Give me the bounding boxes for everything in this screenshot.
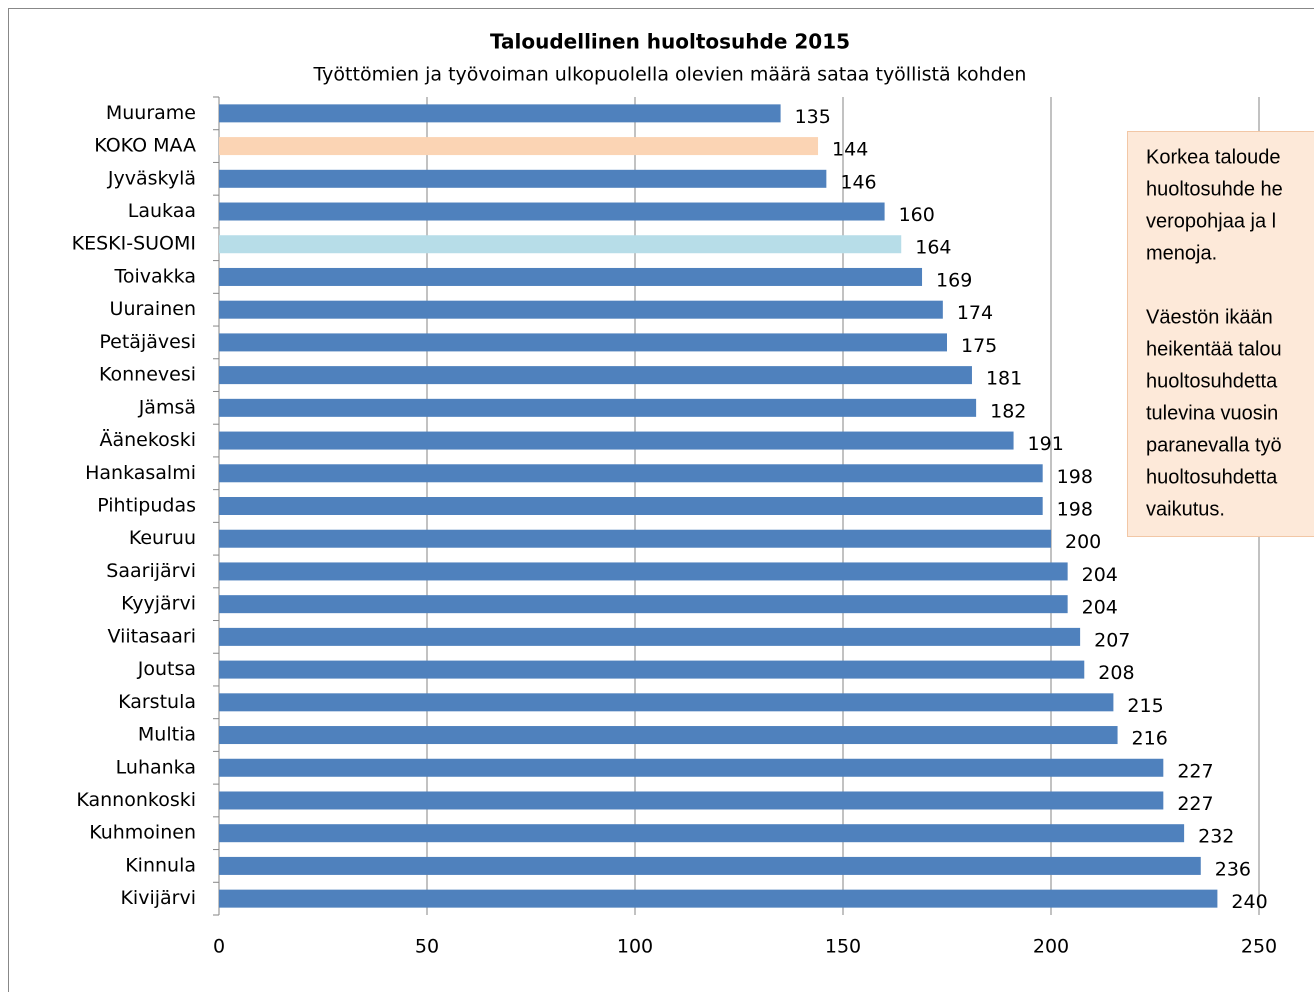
x-tick-label: 50 (415, 936, 439, 958)
bar (219, 268, 922, 286)
bar (219, 203, 885, 221)
value-label: 198 (1057, 499, 1093, 521)
x-tick-label: 250 (1241, 936, 1277, 958)
y-tick-label: Kannonkoski (76, 789, 196, 811)
bar (219, 464, 1043, 482)
bar (219, 824, 1184, 842)
annotation-line: vaikutus. (1146, 498, 1225, 520)
value-label: 174 (957, 302, 993, 324)
bar (219, 366, 972, 384)
bar (219, 693, 1113, 711)
annotation-line: tulevina vuosin (1146, 402, 1278, 424)
y-tick-label: KOKO MAA (94, 135, 196, 157)
annotation-line: heikentää talou (1146, 338, 1282, 360)
annotation-line: veropohjaa ja l (1146, 210, 1276, 232)
value-label: 191 (1028, 433, 1064, 455)
y-tick-label: Kyyjärvi (121, 593, 196, 615)
value-label: 181 (986, 368, 1022, 390)
bar (219, 301, 943, 319)
y-tick-label: Multia (138, 724, 196, 746)
value-label: 216 (1132, 728, 1168, 750)
value-label: 236 (1215, 858, 1251, 880)
bar (219, 890, 1217, 908)
value-label: 200 (1065, 531, 1101, 553)
x-tick-label: 0 (213, 936, 225, 958)
bar (219, 595, 1068, 613)
value-label: 169 (936, 269, 972, 291)
bar (219, 333, 947, 351)
y-tick-label: Jyväskylä (107, 167, 196, 189)
bar (219, 170, 826, 188)
value-label: 198 (1057, 466, 1093, 488)
value-label: 164 (915, 237, 951, 259)
y-tick-label: Viitasaari (107, 625, 196, 647)
y-tick-label: Kivijärvi (120, 887, 196, 909)
y-tick-label: Muurame (106, 102, 196, 124)
x-tick-label: 200 (1033, 936, 1069, 958)
bar (219, 137, 818, 155)
y-tick-label: Keuruu (129, 527, 196, 549)
x-tick-label: 100 (617, 936, 653, 958)
bar (219, 432, 1014, 450)
value-label: 204 (1082, 597, 1118, 619)
bar (219, 530, 1051, 548)
bar (219, 857, 1201, 875)
value-label: 240 (1231, 891, 1267, 913)
x-tick-label: 150 (825, 936, 861, 958)
y-tick-label: Jämsä (138, 396, 196, 418)
y-tick-label: Kuhmoinen (89, 822, 196, 844)
annotation-line: huoltosuhdetta (1146, 370, 1278, 392)
y-tick-label: Joutsa (137, 658, 196, 680)
y-tick-label: Pihtipudas (97, 495, 196, 517)
y-tick-label: Karstula (118, 691, 196, 713)
y-tick-label: KESKI-SUOMI (72, 233, 196, 255)
y-tick-label: Petäjävesi (99, 331, 196, 353)
bar (219, 562, 1068, 580)
bar (219, 791, 1163, 809)
bar (219, 399, 976, 417)
value-label: 144 (832, 139, 868, 161)
y-tick-label: Uurainen (110, 298, 196, 320)
y-tick-label: Laukaa (128, 200, 196, 222)
value-label: 227 (1177, 760, 1213, 782)
chart-subtitle: Työttömien ja työvoiman ulkopuolella ole… (313, 64, 1027, 86)
annotation-line: huoltosuhdetta (1146, 466, 1278, 488)
y-tick-label: Hankasalmi (85, 462, 196, 484)
annotation-line: huoltosuhde he (1146, 178, 1283, 200)
bar (219, 759, 1163, 777)
y-tick-label: Konnevesi (99, 364, 196, 386)
value-label: 208 (1098, 662, 1134, 684)
y-tick-label: Kinnula (125, 854, 196, 876)
bar (219, 235, 901, 253)
value-label: 146 (840, 171, 876, 193)
bar (219, 104, 781, 122)
annotation-line: Väestön ikään (1146, 306, 1273, 328)
value-label: 207 (1094, 629, 1130, 651)
value-label: 227 (1177, 793, 1213, 815)
value-label: 160 (899, 204, 935, 226)
value-label: 135 (795, 106, 831, 128)
annotation-line: paranevalla työ (1146, 434, 1282, 456)
annotation-line: Korkea taloude (1146, 146, 1281, 168)
y-tick-label: Toivakka (114, 265, 196, 287)
bar (219, 726, 1118, 744)
value-label: 232 (1198, 826, 1234, 848)
value-label: 215 (1127, 695, 1163, 717)
bar (219, 661, 1084, 679)
chart-title: Taloudellinen huoltosuhde 2015 (490, 30, 850, 54)
value-label: 182 (990, 400, 1026, 422)
bar (219, 628, 1080, 646)
y-tick-label: Äänekoski (99, 428, 196, 451)
y-tick-label: Saarijärvi (106, 560, 196, 582)
annotation-line: menoja. (1146, 242, 1217, 264)
y-tick-label: Luhanka (116, 756, 196, 778)
value-label: 175 (961, 335, 997, 357)
value-label: 204 (1082, 564, 1118, 586)
bar (219, 497, 1043, 515)
